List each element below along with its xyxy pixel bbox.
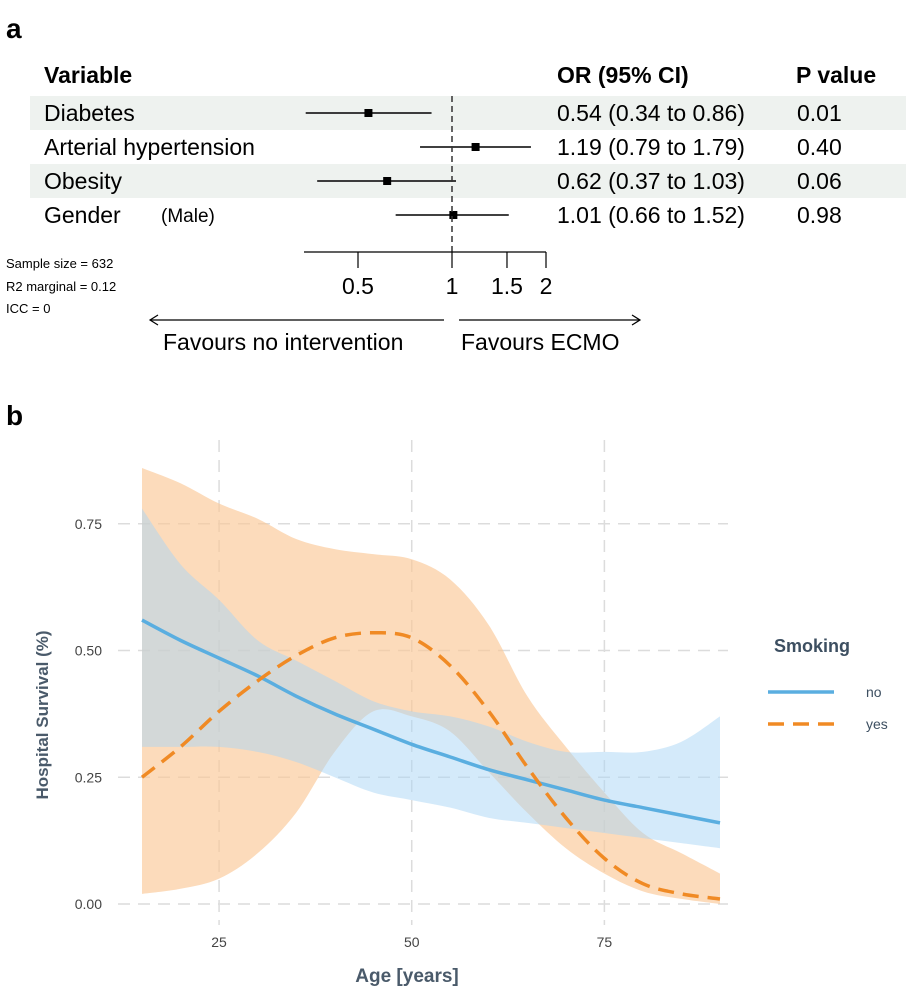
series-line-yes: [140, 631, 721, 901]
or-ci-text: 1.19 (0.79 to 1.79): [557, 134, 745, 160]
series-line-no: [141, 618, 721, 825]
forest-tick-label: 2: [540, 273, 553, 299]
favours-right-label: Favours ECMO: [461, 329, 619, 355]
row-sublabel: (Male): [161, 206, 215, 227]
forest-row: Gender (Male) 1.01 (0.66 to 1.52) 0.98: [44, 202, 842, 228]
forest-row: Obesity 0.62 (0.37 to 1.03) 0.06: [30, 164, 906, 198]
stat-sample-size: Sample size = 632: [6, 256, 113, 271]
or-point: [364, 109, 373, 117]
header-variable: Variable: [44, 62, 132, 88]
y-tick-labels: 0.00 0.25 0.50 0.75: [75, 516, 102, 912]
y-tick-label: 0.50: [75, 643, 102, 659]
header-or: OR (95% CI): [557, 62, 689, 88]
panel-label-b: b: [6, 400, 23, 431]
or-ci-text: 0.62 (0.37 to 1.03): [557, 168, 745, 194]
forest-plot-panel: a Variable OR (95% CI) P value Diabetes 0…: [6, 13, 906, 355]
or-point: [471, 143, 480, 151]
stat-icc: ICC = 0: [6, 301, 50, 316]
panel-label-a: a: [6, 13, 22, 44]
or-point: [449, 211, 458, 219]
favours-left-label: Favours no intervention: [163, 329, 403, 355]
x-tick-label: 50: [404, 934, 420, 950]
confidence-bands: [142, 468, 720, 904]
forest-tick-label: 0.5: [342, 273, 374, 299]
or-ci-text: 1.01 (0.66 to 1.52): [557, 202, 745, 228]
forest-rows: Diabetes 0.54 (0.34 to 0.86) 0.01 Arterial …: [30, 96, 906, 228]
forest-x-ticks: 0.5 1 1.5 2: [342, 252, 552, 299]
survival-line-panel: b 0.00 0.25 0.50 0.75 25 50 75 Age [years] Ho…: [6, 400, 888, 987]
x-tick-label: 75: [597, 934, 613, 950]
forest-tick-label: 1.5: [491, 273, 523, 299]
or-point: [383, 177, 392, 185]
series-lines: [140, 618, 721, 901]
header-p-value: P value: [796, 62, 876, 88]
row-shade: [30, 164, 906, 198]
x-axis-title: Age [years]: [355, 966, 459, 987]
p-value-text: 0.98: [797, 202, 842, 228]
row-label: Diabetes: [44, 100, 135, 126]
row-label: Obesity: [44, 168, 122, 194]
y-tick-label: 0.75: [75, 516, 102, 532]
p-value-text: 0.01: [797, 100, 842, 126]
stat-r2-marginal: R2 marginal = 0.12: [6, 279, 116, 294]
legend-items: no yes: [768, 684, 888, 732]
ci-band-no: [142, 508, 720, 849]
p-value-text: 0.06: [797, 168, 842, 194]
legend: Smoking no yes: [768, 636, 888, 732]
legend-label-yes: yes: [866, 716, 888, 732]
favours-left-arrow: [148, 314, 444, 326]
forest-row: Arterial hypertension 1.19 (0.79 to 1.79)…: [44, 134, 842, 160]
forest-row: Diabetes 0.54 (0.34 to 0.86) 0.01: [30, 96, 906, 130]
p-value-text: 0.40: [797, 134, 842, 160]
legend-label-no: no: [866, 684, 882, 700]
y-tick-label: 0.00: [75, 896, 102, 912]
x-tick-labels: 25 50 75: [211, 934, 612, 950]
or-ci-text: 0.54 (0.34 to 0.86): [557, 100, 745, 126]
y-tick-label: 0.25: [75, 769, 102, 785]
row-shade: [30, 96, 906, 130]
legend-title: Smoking: [774, 636, 850, 656]
row-label: Gender: [44, 202, 121, 228]
y-axis-title: Hospital Survival (%): [33, 630, 52, 799]
forest-tick-label: 1: [446, 273, 459, 299]
favours-right-arrow: [459, 314, 642, 326]
x-tick-label: 25: [211, 934, 227, 950]
row-label: Arterial hypertension: [44, 134, 255, 160]
